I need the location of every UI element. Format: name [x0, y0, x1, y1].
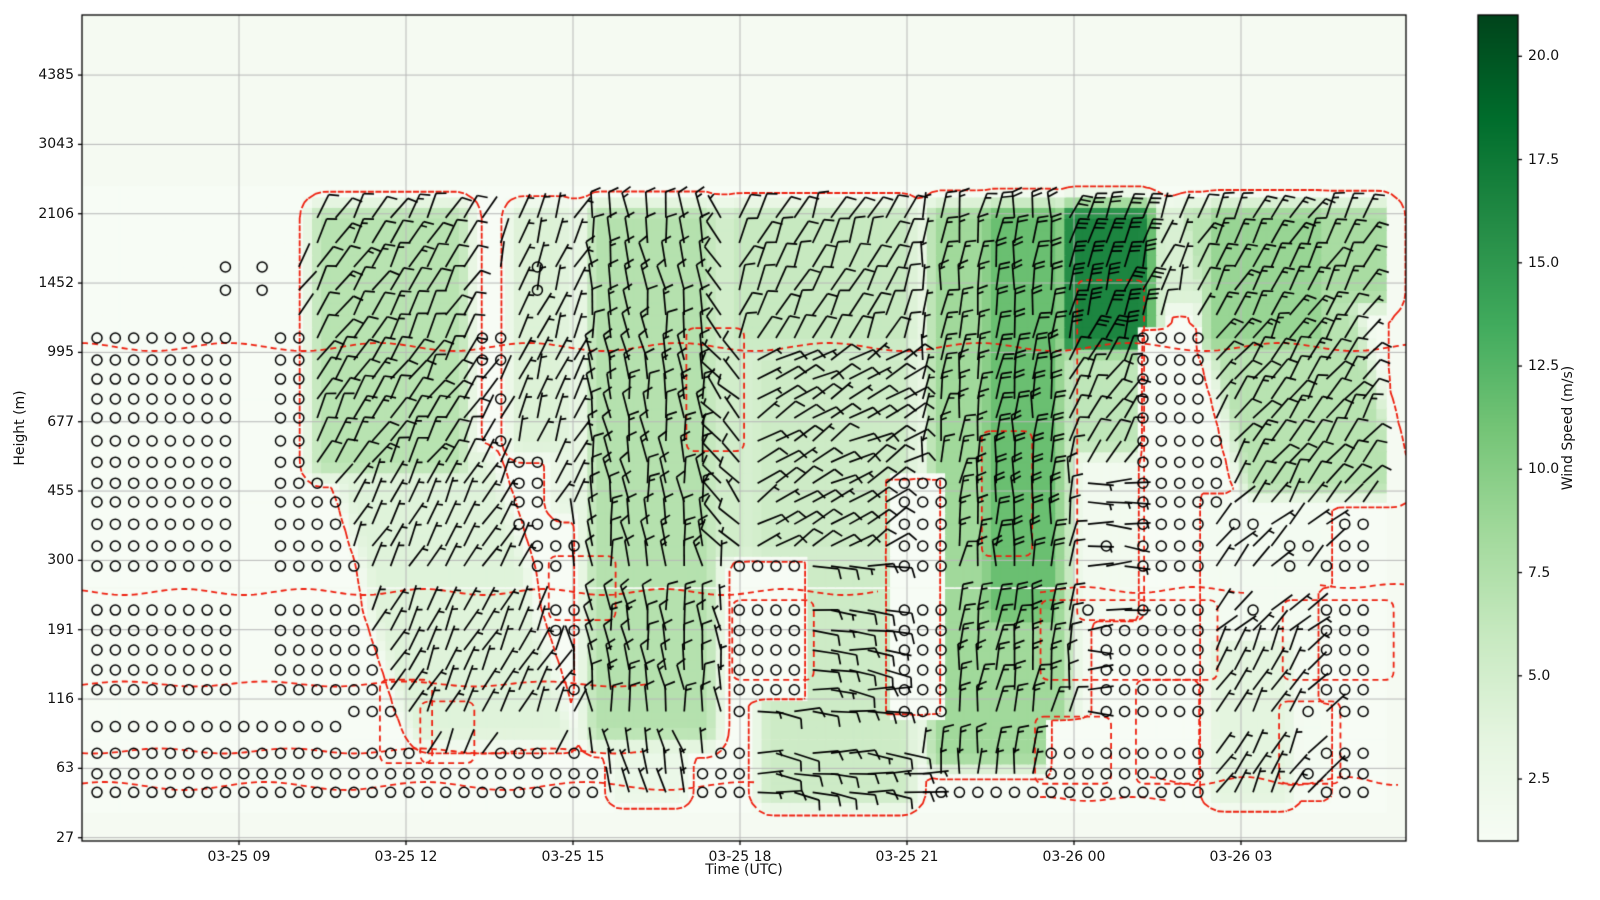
x-axis-title: Time (UTC) [705, 862, 783, 878]
colorbar-tick-label: 15.0 [1528, 254, 1560, 271]
y-tick-label: 63 [56, 760, 74, 777]
y-tick-label: 116 [47, 691, 74, 708]
y-tick-label: 1452 [38, 275, 74, 292]
x-tick-label: 03-25 09 [207, 849, 271, 865]
x-tick-label: 03-25 18 [708, 849, 772, 865]
y-tick-label: 995 [47, 344, 74, 361]
x-tick-label: 03-25 15 [541, 849, 605, 865]
colorbar-tick-label: 10.0 [1528, 461, 1560, 478]
colorbar-tick-label: 2.5 [1528, 771, 1551, 788]
y-tick-label: 191 [47, 621, 74, 638]
y-tick-label: 677 [47, 413, 74, 430]
y-tick-label: 4385 [38, 67, 74, 84]
y-tick-label: 3043 [38, 136, 74, 153]
y-tick-label: 27 [56, 829, 74, 846]
colorbar-tick-label: 5.0 [1528, 667, 1551, 684]
x-tick-label: 03-26 00 [1042, 849, 1106, 865]
colorbar-tick-label: 20.0 [1528, 48, 1560, 65]
y-axis-title: Height (m) [12, 390, 28, 466]
x-tick-label: 03-25 12 [374, 849, 438, 865]
x-tick-label: 03-26 03 [1209, 849, 1273, 865]
colorbar-tick-label: 17.5 [1528, 151, 1560, 168]
colorbar-tick-label: 7.5 [1528, 564, 1551, 581]
colorbar-title: Wind Speed (m/s) [1560, 365, 1576, 491]
x-tick-label: 03-25 21 [875, 849, 939, 865]
y-tick-label: 2106 [38, 205, 74, 222]
colorbar-tick-label: 12.5 [1528, 358, 1560, 375]
y-tick-label: 455 [47, 483, 74, 500]
y-tick-label: 300 [47, 552, 74, 569]
